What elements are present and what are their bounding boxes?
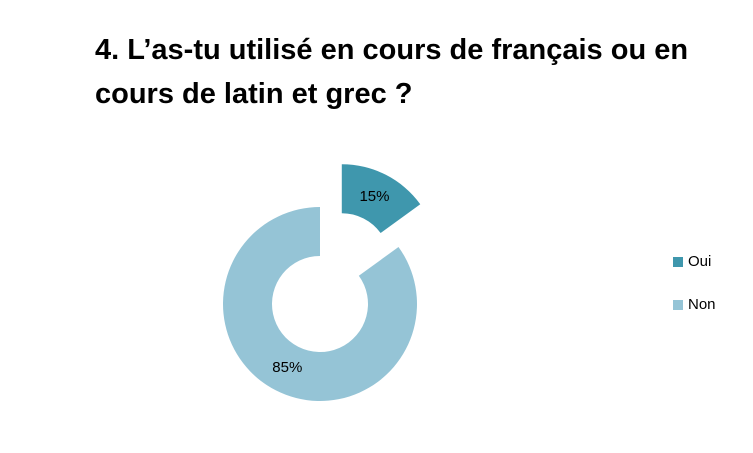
legend-label: Non bbox=[688, 296, 716, 313]
legend-swatch bbox=[673, 257, 683, 267]
data-label: 15% bbox=[359, 188, 389, 205]
legend-label: Oui bbox=[688, 253, 711, 270]
donut-slice bbox=[341, 164, 421, 234]
donut-slice bbox=[222, 207, 417, 401]
data-label: 85% bbox=[272, 359, 302, 376]
chart-title: 4. L’as-tu utilisé en cours de français … bbox=[95, 34, 689, 110]
legend-swatch bbox=[673, 300, 683, 310]
